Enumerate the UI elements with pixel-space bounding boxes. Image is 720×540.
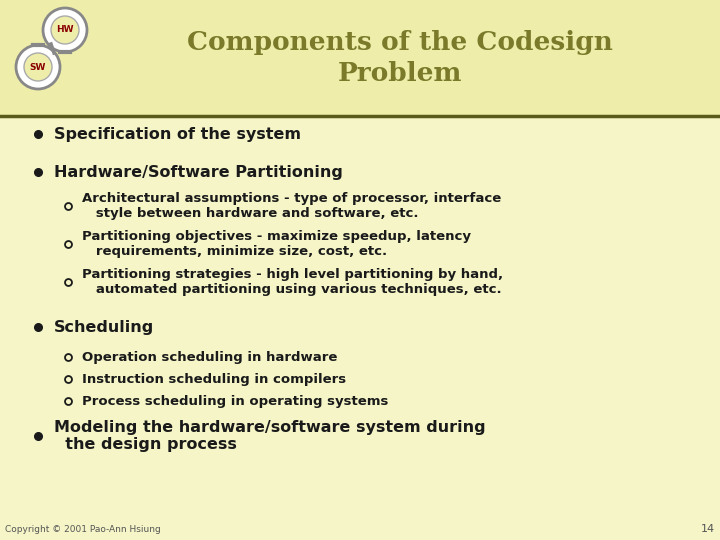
Text: SW: SW xyxy=(30,63,46,71)
Text: Scheduling: Scheduling xyxy=(54,320,154,335)
Text: Instruction scheduling in compilers: Instruction scheduling in compilers xyxy=(82,373,346,386)
Circle shape xyxy=(16,45,60,89)
Text: Modeling the hardware/software system during
  the design process: Modeling the hardware/software system du… xyxy=(54,420,485,453)
Text: 14: 14 xyxy=(701,524,715,534)
Bar xyxy=(0,0,720,116)
Text: Specification of the system: Specification of the system xyxy=(54,126,301,141)
Circle shape xyxy=(51,16,79,44)
Text: Operation scheduling in hardware: Operation scheduling in hardware xyxy=(82,350,338,363)
Circle shape xyxy=(24,53,52,81)
Text: Hardware/Software Partitioning: Hardware/Software Partitioning xyxy=(54,165,343,180)
Text: Partitioning objectives - maximize speedup, latency
   requirements, minimize si: Partitioning objectives - maximize speed… xyxy=(82,230,471,258)
Text: Partitioning strategies - high level partitioning by hand,
   automated partitio: Partitioning strategies - high level par… xyxy=(82,268,503,296)
Text: Copyright © 2001 Pao-Ann Hsiung: Copyright © 2001 Pao-Ann Hsiung xyxy=(5,525,161,534)
Text: Process scheduling in operating systems: Process scheduling in operating systems xyxy=(82,395,388,408)
Text: HW: HW xyxy=(56,25,73,35)
Text: Components of the Codesign
Problem: Components of the Codesign Problem xyxy=(187,30,613,86)
Text: Architectural assumptions - type of processor, interface
   style between hardwa: Architectural assumptions - type of proc… xyxy=(82,192,501,220)
Circle shape xyxy=(43,8,87,52)
